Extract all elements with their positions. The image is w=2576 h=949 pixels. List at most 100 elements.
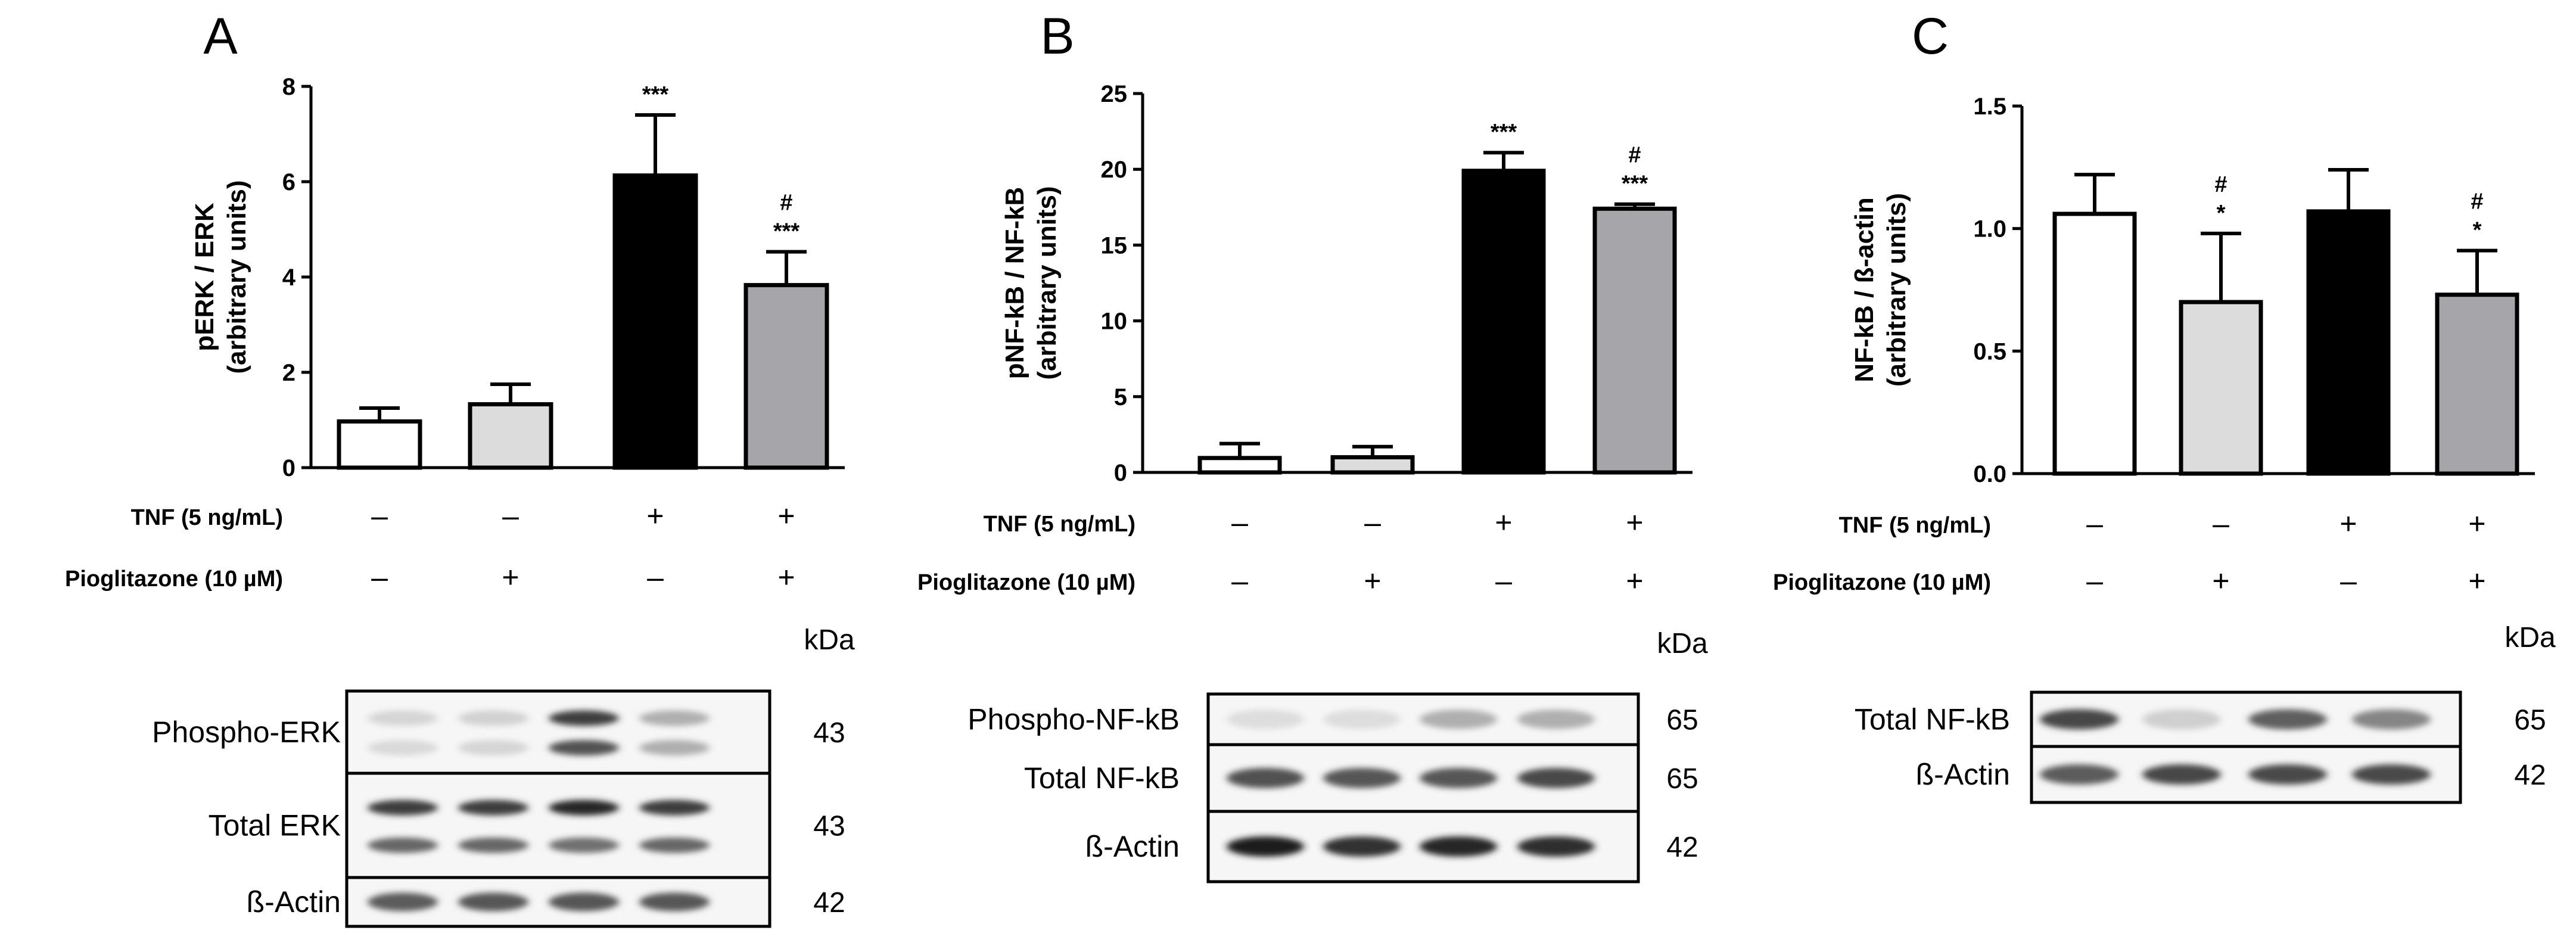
y-axis-label: (arbitrary units) [222,180,251,374]
condition-mark: + [2468,564,2485,598]
blot-band [639,799,710,816]
blot-band [458,740,528,756]
bar [337,419,422,470]
condition-label: Pioglitazone (10 µM) [917,570,1135,595]
bar [2435,293,2519,476]
significance-mark: *** [642,82,669,107]
condition-mark: – [371,561,388,594]
blot-band [458,837,528,853]
significance-mark: *** [773,219,800,244]
y-axis-label: pERK / ERK [190,203,219,351]
blot-band [549,892,619,911]
bar [1592,206,1677,475]
western-blot-c: kDa Total NF-kB 65 ß-Actin 42 [1855,622,2556,804]
blot-band [2248,709,2327,730]
blot-band [368,837,438,853]
bar [612,173,698,470]
blot-band [1323,836,1401,857]
bar [2306,209,2391,476]
blot-band [2142,764,2221,785]
panel-letter: C [1912,8,1949,65]
condition-label: TNF (5 ng/mL) [131,505,283,530]
y-tick-label: 0 [282,455,295,481]
kda-value: 65 [2514,705,2546,736]
condition-mark: + [1364,564,1381,598]
y-tick-label: 5 [1114,384,1127,410]
blot-band [1227,768,1304,788]
condition-label: TNF (5 ng/mL) [1839,513,1991,538]
kda-value: 43 [813,811,845,842]
panel-letter: B [1040,8,1074,65]
blot-band [1227,836,1304,857]
blot-band [458,710,528,726]
blot-row-label: ß-Actin [247,885,341,919]
condition-mark: – [371,499,388,533]
bar [1197,456,1282,475]
significance-mark: # [2471,189,2483,214]
y-tick-label: 8 [282,74,295,100]
blot-band [2352,764,2431,785]
blot-band [1227,710,1304,729]
blot-band [1323,768,1401,788]
kda-value: 43 [813,717,845,749]
y-tick-label: 4 [282,265,296,291]
kda-value: 42 [813,887,845,919]
condition-label: Pioglitazone (10 µM) [1773,570,1991,595]
blot-row-label: ß-Actin [1916,758,2010,791]
blot-band [639,837,710,853]
chart-panel-c: C 0.0 0.5 1.0 1.5 NF-kB / ß-actin (arbitrary u… [1773,8,2535,598]
condition-mark: + [2339,507,2357,540]
condition-mark: – [1231,564,1248,598]
blot-strip [345,771,771,879]
y-tick-label: 10 [1101,309,1128,335]
panel-letter: A [203,8,238,65]
condition-label: Pioglitazone (10 µM) [65,567,283,592]
y-tick-label: 1.5 [1973,94,2006,120]
blot-band [2040,764,2118,785]
blot-band [549,740,619,756]
kda-value: 65 [1666,763,1698,795]
y-tick-label: 0.5 [1973,338,2006,365]
blot-row-label: Total ERK [209,809,341,842]
blot-band [368,892,438,911]
y-axis-label: (arbitrary units) [1882,193,1911,387]
y-tick-label: 20 [1101,157,1128,183]
blot-band [2352,709,2431,730]
kda-value: 42 [1666,832,1698,863]
blot-band [2142,709,2221,730]
bar [2052,211,2137,476]
y-tick-label: 1.0 [1973,216,2006,242]
blot-band [458,892,528,911]
kda-value: 42 [2514,760,2546,791]
condition-mark: + [777,499,795,533]
blot-band [1517,768,1595,788]
significance-mark: # [2214,172,2227,197]
y-axis-label: (arbitrary units) [1032,186,1062,379]
condition-mark: – [2340,564,2357,598]
blot-row-label: Total NF-kB [1024,761,1180,795]
y-tick-label: 6 [282,169,295,195]
significance-mark: # [780,191,792,216]
blot-band [1517,836,1595,857]
blot-band [2248,764,2327,785]
condition-mark: + [1495,506,1512,539]
condition-mark: + [1626,564,1643,598]
blot-band [1517,710,1595,729]
condition-mark: + [2468,507,2485,540]
blot-band [639,740,710,756]
y-tick-label: 2 [282,360,295,386]
condition-mark: – [647,561,664,594]
chart-panel-b: B 0 5 10 15 20 25 pNF-kB / NF-kB (arbitrary unit… [917,8,1693,598]
kda-header: kDa [2505,622,2556,654]
condition-mark: + [502,561,519,594]
y-axis-label: NF-kB / ß-actin [1850,197,1879,382]
significance-mark: * [2473,218,2482,243]
blot-strip [345,689,771,775]
bar [468,402,553,470]
y-tick-label: 0.0 [1973,461,2006,487]
condition-mark: + [777,561,795,594]
blot-band [1420,836,1497,857]
blot-row-label: Total NF-kB [1855,703,2010,736]
bar [1461,169,1546,475]
